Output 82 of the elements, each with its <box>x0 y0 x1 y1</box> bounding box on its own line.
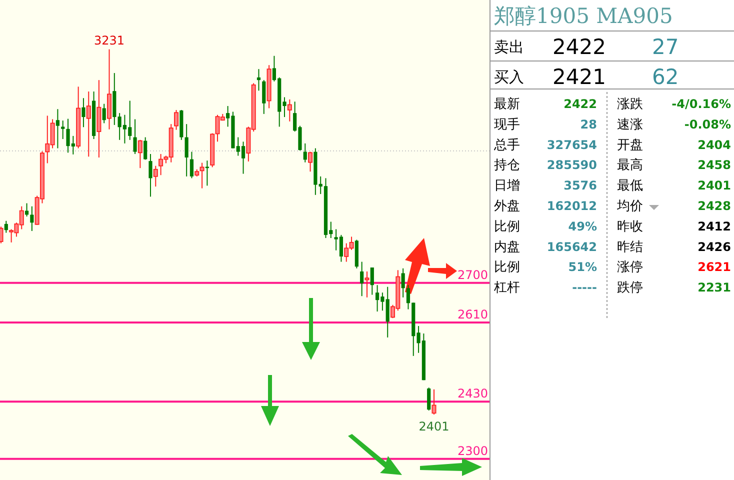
text: 开盘 <box>617 138 643 153</box>
text: ----- <box>572 280 598 295</box>
candlestick <box>190 151 194 179</box>
candlestick <box>24 202 29 217</box>
candlestick <box>256 68 261 92</box>
text: 162012 <box>546 199 597 213</box>
text: 跌停 <box>617 280 643 296</box>
text: 内盘 <box>494 240 520 255</box>
text: 最低 <box>617 178 643 194</box>
text: 2412 <box>698 219 731 234</box>
candlestick <box>148 153 152 198</box>
ref-line-label: 2700 <box>457 268 488 282</box>
text: 最高 <box>617 157 643 174</box>
text: 外盘 <box>494 199 520 214</box>
text: 2422 <box>552 35 606 59</box>
text: 买入 <box>494 68 524 86</box>
text: 49% <box>568 219 597 234</box>
candlestick <box>153 165 158 188</box>
text: 总手 <box>493 138 520 153</box>
candlestick <box>30 206 34 232</box>
text: 比例 <box>494 219 520 234</box>
candlestick <box>133 118 137 154</box>
text: 165642 <box>546 240 597 254</box>
text: 速涨 <box>617 117 643 132</box>
text: 比例 <box>494 260 520 276</box>
text: 日增 <box>494 178 520 194</box>
text: 2401 <box>698 178 731 193</box>
candlestick <box>262 80 266 114</box>
text: 2404 <box>698 138 731 152</box>
candlestick <box>427 387 431 411</box>
text: 285590 <box>546 158 597 172</box>
text: 均价 <box>616 199 643 214</box>
text: 28 <box>580 117 597 132</box>
text: -4/0.16% <box>672 97 731 111</box>
text: 2428 <box>698 199 731 213</box>
text: 郑醇1905 MA905 <box>494 4 673 28</box>
candlestick <box>86 91 91 158</box>
candlestick <box>432 388 436 415</box>
text: 卖出 <box>494 38 524 56</box>
text: 2421 <box>552 65 606 89</box>
candlestick <box>56 108 60 149</box>
ref-line-label: 2300 <box>457 444 488 458</box>
ref-line-label: 2610 <box>457 307 488 322</box>
candlestick <box>370 267 374 296</box>
text: 涨停 <box>617 260 643 276</box>
text: 最新 <box>494 97 520 112</box>
text: 3576 <box>564 178 597 193</box>
text: -0.08% <box>684 117 731 132</box>
candlestick <box>61 120 65 140</box>
candlestick <box>303 142 307 163</box>
text: 昨收 <box>617 219 643 234</box>
annotation: 2401 <box>418 419 450 434</box>
ref-line-label: 2430 <box>457 386 488 401</box>
text: 2458 <box>698 158 731 172</box>
text: 2426 <box>698 240 731 254</box>
text: 涨跌 <box>617 97 643 112</box>
text: 2621 <box>698 260 731 274</box>
candlestick <box>102 103 106 124</box>
candlestick <box>184 124 188 177</box>
candlestick <box>4 220 8 234</box>
candlestick <box>205 160 209 186</box>
candlestick <box>364 270 370 298</box>
candlestick <box>138 139 142 169</box>
candlestick <box>308 151 313 172</box>
text: 2231 <box>698 280 731 295</box>
candlestick <box>200 162 204 189</box>
candlestick <box>287 98 292 122</box>
text: 现手 <box>494 117 520 132</box>
text: 杠杆 <box>493 280 520 296</box>
candlestick <box>401 268 405 298</box>
text: 持仓 <box>494 158 520 174</box>
candlestick <box>144 136 148 160</box>
text: 2422 <box>564 97 597 111</box>
text: 昨结 <box>617 240 643 255</box>
candlestick <box>82 98 86 128</box>
candlestick <box>360 261 364 297</box>
text: 27 <box>652 35 679 59</box>
text: 62 <box>652 65 679 89</box>
annotation: 3231 <box>94 33 125 48</box>
text: 327654 <box>546 138 597 152</box>
candlestick <box>174 109 179 130</box>
text: 51% <box>568 260 597 274</box>
